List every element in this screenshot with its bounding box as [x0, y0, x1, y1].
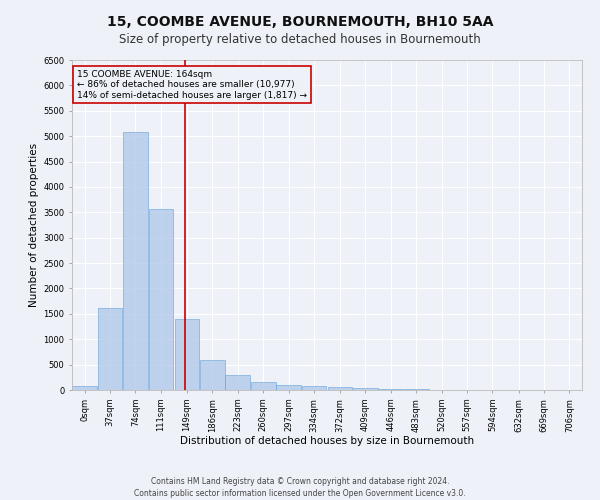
Text: Size of property relative to detached houses in Bournemouth: Size of property relative to detached ho…	[119, 32, 481, 46]
Bar	[302, 386, 326, 390]
X-axis label: Distribution of detached houses by size in Bournemouth: Distribution of detached houses by size …	[180, 436, 474, 446]
Bar	[251, 382, 275, 390]
Bar	[353, 388, 378, 390]
Text: 15 COOMBE AVENUE: 164sqm
← 86% of detached houses are smaller (10,977)
14% of se: 15 COOMBE AVENUE: 164sqm ← 86% of detach…	[77, 70, 307, 100]
Bar	[379, 389, 403, 390]
Text: Contains HM Land Registry data © Crown copyright and database right 2024.
Contai: Contains HM Land Registry data © Crown c…	[134, 476, 466, 498]
Bar	[175, 319, 199, 390]
Bar	[226, 375, 250, 390]
Y-axis label: Number of detached properties: Number of detached properties	[29, 143, 39, 307]
Bar	[200, 360, 225, 390]
Bar	[123, 132, 148, 390]
Bar	[73, 386, 97, 390]
Bar	[98, 308, 122, 390]
Text: 15, COOMBE AVENUE, BOURNEMOUTH, BH10 5AA: 15, COOMBE AVENUE, BOURNEMOUTH, BH10 5AA	[107, 15, 493, 29]
Bar	[328, 388, 352, 390]
Bar	[149, 208, 173, 390]
Bar	[276, 385, 301, 390]
